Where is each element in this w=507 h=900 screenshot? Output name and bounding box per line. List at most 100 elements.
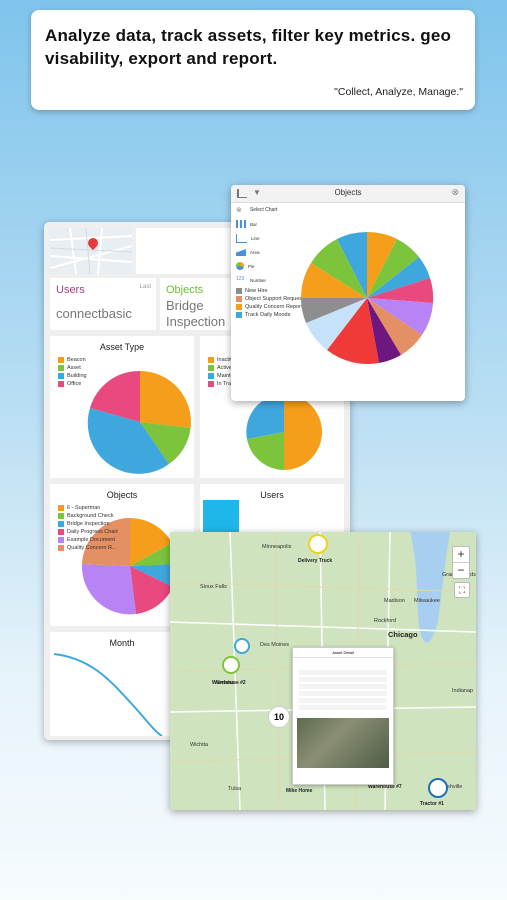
city-rockford: Rockford (374, 618, 397, 624)
users-bar (203, 500, 239, 532)
pie-slice (367, 239, 419, 298)
popup-toolbar: ▼ Objects ⊗ (231, 185, 465, 203)
pie-slice (130, 566, 173, 614)
legend-item: Building (58, 372, 87, 380)
banner-headline: Analyze data, track assets, filter key m… (45, 26, 452, 68)
objects-chart-popup: ▼ Objects ⊗ ⊗ Select Chart Bar Line Area … (231, 185, 465, 401)
pie-slice (337, 231, 367, 298)
user-pin-icon[interactable] (234, 638, 250, 654)
objects-pie (81, 518, 179, 615)
objects-stat-value: Bridge Inspection (166, 298, 226, 329)
chart-option-bar[interactable]: Bar (236, 217, 311, 231)
chart-option-line[interactable]: Line (236, 231, 311, 245)
month-line (53, 653, 163, 736)
pie-slice (130, 564, 179, 587)
asset-detail-title: Asset Detail (293, 648, 393, 658)
legend-item: Example Document (58, 536, 118, 544)
legend-item: Object Support Request (236, 295, 311, 303)
chart-option-pie[interactable]: Pie (236, 259, 311, 273)
asset-type-chart-tile[interactable]: Asset Type Beacon Asset Building Office (50, 336, 194, 478)
users-chart-title: Users (260, 490, 284, 500)
chart-type-icon[interactable] (237, 189, 247, 198)
asset-detail-panel: Asset Detail (292, 647, 394, 785)
number-chart-icon: 123 (236, 276, 245, 282)
header-banner: Analyze data, track assets, filter key m… (31, 10, 475, 110)
pie-slice (300, 263, 367, 298)
city-tulsa: Tulsa (228, 786, 242, 792)
status-legend: Inactiv Active Mainte In Tra (208, 356, 234, 388)
pie-slice (367, 298, 433, 335)
city-nashville: Nashville (440, 784, 463, 790)
legend-item: Track Daily Moods (236, 311, 311, 319)
fullscreen-icon[interactable]: ⛶ (454, 582, 470, 598)
legend-item: Beacon (58, 356, 87, 364)
asset-type-pie (87, 370, 191, 474)
chart-option-number[interactable]: 123 Number (236, 276, 267, 283)
pie-slice (140, 371, 191, 428)
city-milwaukee: Milwaukee (414, 598, 440, 604)
legend-item: Active (208, 364, 234, 372)
zoom-out-button[interactable]: − (457, 563, 465, 577)
asset-detail-rows (299, 670, 387, 710)
cluster-marker[interactable]: 10 (268, 706, 290, 728)
pie-slice (327, 298, 379, 364)
asset-type-title: Asset Type (99, 342, 145, 352)
users-stat-tile[interactable]: Users Last connectbasic (50, 278, 156, 330)
map-thumbnail[interactable] (49, 227, 133, 275)
chart-menu-header: ⊗ Select Chart (236, 207, 278, 214)
pie-slice (130, 518, 172, 566)
objects-chart-legend: 6 - Superman Background Check Bridge Ins… (58, 504, 118, 552)
close-icon[interactable]: ⊗ (236, 207, 242, 214)
asset-map[interactable]: Minneapolis Sioux Falls Des Moines Madis… (170, 532, 476, 810)
month-chart-title: Month (109, 638, 135, 648)
city-omaha: Omaha (216, 680, 235, 686)
pin-label-warehouse-7: Warehouse #7 (368, 784, 402, 790)
pie-slice (140, 422, 191, 464)
city-minneapolis: Minneapolis (262, 544, 292, 550)
asset-type-legend: Beacon Asset Building Office (58, 356, 87, 388)
map-thumb-graphic (49, 227, 133, 275)
pie-chart-icon (236, 262, 244, 270)
city-indianapolis: Indianap (452, 688, 474, 694)
warehouse-pin-icon[interactable] (222, 656, 240, 674)
city-madison: Madison (384, 598, 405, 604)
pie-slice (367, 257, 430, 298)
legend-item: Daily Progress Chart (58, 528, 118, 536)
filter-icon[interactable]: ▼ (253, 188, 261, 197)
legend-item: Mainte (208, 372, 234, 380)
pie-slice (301, 298, 367, 323)
pie-slice (367, 231, 397, 298)
pie-slice (247, 432, 284, 470)
legend-item: Background Check (58, 512, 118, 520)
pie-slice (284, 394, 322, 470)
zoom-in-button[interactable]: + (453, 547, 469, 563)
users-stat-value: connectbasic (56, 306, 132, 321)
legend-item: New Hire (236, 287, 311, 295)
users-stat-title: Users (56, 284, 85, 296)
legend-item: 6 - Superman (58, 504, 118, 512)
chart-type-menu: ⊗ Select Chart Bar Line Area Pie 123 Numbe… (236, 203, 311, 319)
close-icon[interactable]: ⊗ (451, 187, 459, 197)
pie-slice (367, 298, 401, 363)
tractor-pin-icon[interactable] (428, 778, 448, 798)
truck-pin-icon[interactable] (308, 534, 328, 554)
legend-item: Quality Concern Reporting (236, 303, 311, 311)
pie-slice (367, 278, 434, 303)
city-wichita: Wichita (190, 742, 209, 748)
pie-slice (367, 298, 422, 355)
legend-item: Bridge Inspection (58, 520, 118, 528)
city-chicago: Chicago (388, 630, 418, 639)
pie-slice (311, 239, 367, 298)
chart-option-area[interactable]: Area (236, 245, 311, 259)
asset-satellite-image (297, 718, 389, 768)
objects-chart-title: Objects (106, 490, 138, 500)
popup-pie (300, 231, 434, 364)
pie-slice (82, 518, 130, 566)
zoom-control: + − (452, 546, 470, 579)
legend-item: Quality Concern R... (58, 544, 118, 552)
legend-item: Inactiv (208, 356, 234, 364)
pin-label-delivery-truck: Delivery Truck (298, 558, 333, 564)
popup-legend: New Hire Object Support Request Quality … (236, 287, 311, 319)
users-stat-link[interactable]: Last (139, 284, 151, 290)
area-chart-icon (236, 248, 246, 256)
